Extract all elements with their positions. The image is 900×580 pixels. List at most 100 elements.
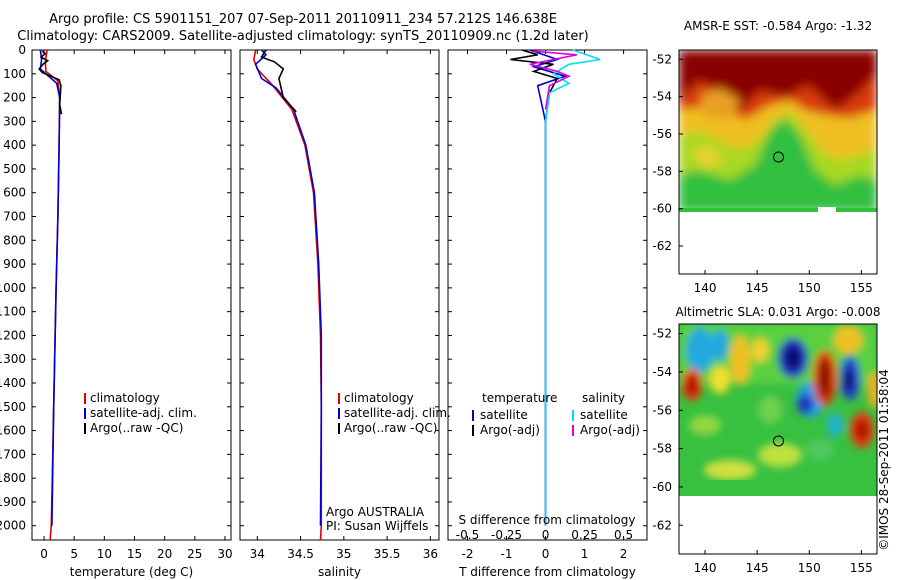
argo-australia-annotation: PI: Susan Wijffels xyxy=(326,519,428,533)
sst-map-frame xyxy=(678,49,878,275)
salinity-profile-series-satellite-adj-clim- xyxy=(254,49,323,526)
diff-salinity-tick-label: -0.5 xyxy=(456,528,479,542)
amsre-sst-map-xtick-label: 150 xyxy=(798,281,821,295)
depth-tick-label: 200 xyxy=(3,91,26,105)
difference-from-climatology-xlabel: T difference from climatology xyxy=(458,565,636,579)
temperature-profile-legend-swatch xyxy=(84,408,86,419)
temperature-profile-xtick-label: 10 xyxy=(97,547,112,561)
diff-legend-label: satellite xyxy=(580,408,628,422)
altimetric-sla-map-ytick-label: -56 xyxy=(652,403,672,417)
diff-salinity-tick-label: -0.25 xyxy=(491,528,522,542)
depth-tick-label: 2000 xyxy=(0,519,26,533)
sla-map-frame xyxy=(678,323,878,555)
altimetric-sla-map-ytick-label: -52 xyxy=(652,327,672,341)
salinity-profile-xtick-label: 36 xyxy=(423,547,438,561)
sst-argo-location-marker xyxy=(773,151,784,163)
diff-legend-swatch xyxy=(472,410,474,421)
difference-from-climatology-xtick-label: 0 xyxy=(542,547,550,561)
temperature-profile-xtick-label: 15 xyxy=(127,547,142,561)
depth-tick-label: 1300 xyxy=(0,352,26,366)
temperature-profile-legend-swatch xyxy=(84,423,86,434)
depth-tick-label: 1600 xyxy=(0,424,26,438)
altimetric-sla-map-ytick-label: -58 xyxy=(652,442,672,456)
depth-tick-label: 1500 xyxy=(0,400,26,414)
salinity-profile-legend-label: Argo(..raw -QC) xyxy=(344,421,437,435)
depth-tick-label: 1800 xyxy=(0,471,26,485)
depth-tick-label: 1900 xyxy=(0,495,26,509)
diff-legend-swatch xyxy=(472,425,474,436)
salinity-profile-series-argo-raw-qc- xyxy=(260,49,297,113)
difference-from-climatology-series-temperature-satellite xyxy=(529,49,568,526)
salinity-profile-legend-swatch xyxy=(338,393,340,404)
sla-argo-location-marker xyxy=(773,435,784,447)
temperature-profile-xtick-label: 5 xyxy=(70,547,78,561)
difference-from-climatology-series-salinity-argo-adj- xyxy=(529,50,577,110)
salinity-panel-frame xyxy=(239,49,440,541)
depth-tick-label: 600 xyxy=(3,186,26,200)
diff-salinity-tick-label: 0 xyxy=(542,528,550,542)
amsre-sst-map-ytick-label: -58 xyxy=(652,164,672,178)
temperature-profile-xtick-label: 20 xyxy=(157,547,172,561)
diff-legend-label: Argo(-adj) xyxy=(480,423,540,437)
depth-tick-label: 900 xyxy=(3,257,26,271)
diff-legend-title-salinity: salinity xyxy=(582,391,625,405)
amsre-sst-map-xtick-label: 155 xyxy=(850,281,873,295)
altimetric-sla-map-ytick-label: -62 xyxy=(652,518,672,532)
salinity-profile-legend-label: satellite-adj. clim. xyxy=(344,406,451,420)
diff-top-xlabel: S difference from climatology xyxy=(459,513,636,527)
temperature-profile-xlabel: temperature (deg C) xyxy=(70,565,193,579)
depth-tick-label: 1100 xyxy=(0,305,26,319)
diff-legend-title-temperature: temperature xyxy=(482,391,557,405)
temperature-profile-legend-label: satellite-adj. clim. xyxy=(90,406,197,420)
temperature-panel-frame xyxy=(31,49,232,541)
salinity-profile-legend-swatch xyxy=(338,423,340,434)
imos-watermark: ©IMOS 28-Sep-2011 01:58:04 xyxy=(877,369,891,551)
amsre-sst-map-xtick-label: 140 xyxy=(694,281,717,295)
difference-from-climatology-xtick-label: -1 xyxy=(501,547,513,561)
depth-tick-label: 500 xyxy=(3,162,26,176)
difference-from-climatology-xtick-label: 1 xyxy=(581,547,589,561)
sst-map-title: AMSR-E SST: -0.584 Argo: -1.32 xyxy=(684,19,872,33)
depth-tick-label: 0 xyxy=(18,43,26,57)
difference-panel-frame xyxy=(447,49,648,541)
temperature-profile-legend-swatch xyxy=(84,393,86,404)
difference-from-climatology-xtick-label: 2 xyxy=(620,547,628,561)
amsre-sst-map-ytick-label: -54 xyxy=(652,90,672,104)
depth-tick-label: 400 xyxy=(3,138,26,152)
depth-tick-label: 300 xyxy=(3,114,26,128)
depth-tick-label: 800 xyxy=(3,233,26,247)
salinity-profile-xtick-label: 34 xyxy=(250,547,265,561)
figure-title-line1: Argo profile: CS 5901151_207 07-Sep-2011… xyxy=(49,12,557,27)
salinity-profile-legend-swatch xyxy=(338,408,340,419)
salinity-profile-legend-label: climatology xyxy=(344,391,414,405)
difference-from-climatology-xtick-label: -2 xyxy=(462,547,474,561)
temperature-profile-legend-label: climatology xyxy=(90,391,160,405)
temperature-profile-series-argo-raw-qc- xyxy=(38,50,63,115)
altimetric-sla-map-ytick-label: -60 xyxy=(652,480,672,494)
sst-map-field xyxy=(679,50,877,212)
depth-tick-label: 700 xyxy=(3,210,26,224)
altimetric-sla-map-xtick-label: 150 xyxy=(798,561,821,575)
diff-legend-label: satellite xyxy=(480,408,528,422)
temperature-profile-legend-label: Argo(..raw -QC) xyxy=(90,421,183,435)
figure-title-line2: Climatology: CARS2009. Satellite-adjuste… xyxy=(17,29,589,44)
depth-tick-label: 1000 xyxy=(0,281,26,295)
altimetric-sla-map-ytick-label: -54 xyxy=(652,365,672,379)
sla-map-field xyxy=(679,324,877,496)
diff-salinity-tick-label: 0.25 xyxy=(571,528,598,542)
salinity-profile-xlabel: salinity xyxy=(318,565,361,579)
difference-from-climatology-series-salinity-satellite xyxy=(544,49,601,526)
altimetric-sla-map-xtick-label: 140 xyxy=(694,561,717,575)
altimetric-sla-map-xtick-label: 145 xyxy=(746,561,769,575)
depth-tick-label: 1200 xyxy=(0,328,26,342)
amsre-sst-map-ytick-label: -56 xyxy=(652,127,672,141)
amsre-sst-map-xtick-label: 145 xyxy=(746,281,769,295)
diff-legend-label: Argo(-adj) xyxy=(580,423,640,437)
temperature-profile-xtick-label: 25 xyxy=(187,547,202,561)
depth-tick-label: 1400 xyxy=(0,376,26,390)
sla-map-title: Altimetric SLA: 0.031 Argo: -0.008 xyxy=(675,305,880,319)
argo-australia-annotation: Argo AUSTRALIA xyxy=(326,505,425,519)
depth-tick-label: 1700 xyxy=(0,447,26,461)
amsre-sst-map-ytick-label: -52 xyxy=(652,52,672,66)
